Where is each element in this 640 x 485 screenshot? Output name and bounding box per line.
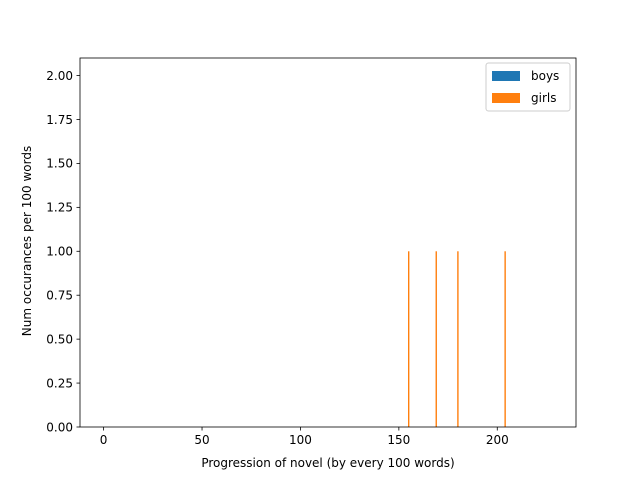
bar-girls-0: [408, 251, 410, 427]
axes: 0 50 100 150 200 0.00 0.25 0.50 0.75 1.00 1.25 1.50…: [46, 57, 577, 447]
legend: boys girls: [485, 62, 571, 112]
legend-swatch-girls: [492, 93, 520, 103]
bar-girls-3: [504, 251, 506, 427]
x-tick-label: 0: [100, 433, 108, 447]
y-tick-label: 0.00: [46, 420, 73, 434]
y-tick-label: 1.75: [46, 113, 73, 127]
y-tick-label: 1.50: [46, 157, 73, 171]
y-tick-label: 1.25: [46, 201, 73, 215]
x-tick-label: 50: [194, 433, 209, 447]
legend-swatch-boys: [492, 71, 520, 81]
x-tick-label: 100: [289, 433, 312, 447]
bar-girls-2: [457, 251, 459, 427]
y-tick-label: 2.00: [46, 69, 73, 83]
y-tick-label: 0.75: [46, 289, 73, 303]
x-axis-label: Progression of novel (by every 100 words…: [201, 456, 454, 470]
y-axis-label: Num occurances per 100 words: [20, 146, 34, 336]
x-tick-label: 200: [486, 433, 509, 447]
y-tick-label: 0.25: [46, 376, 73, 390]
plot-area: [408, 251, 506, 427]
x-tick-label: 150: [387, 433, 410, 447]
axes-frame: [79, 57, 577, 428]
y-tick-label: 0.50: [46, 332, 73, 346]
bar-girls-1: [435, 251, 437, 427]
y-tick-label: 1.00: [46, 245, 73, 259]
legend-label-boys: boys: [531, 69, 559, 83]
legend-label-girls: girls: [531, 91, 556, 105]
